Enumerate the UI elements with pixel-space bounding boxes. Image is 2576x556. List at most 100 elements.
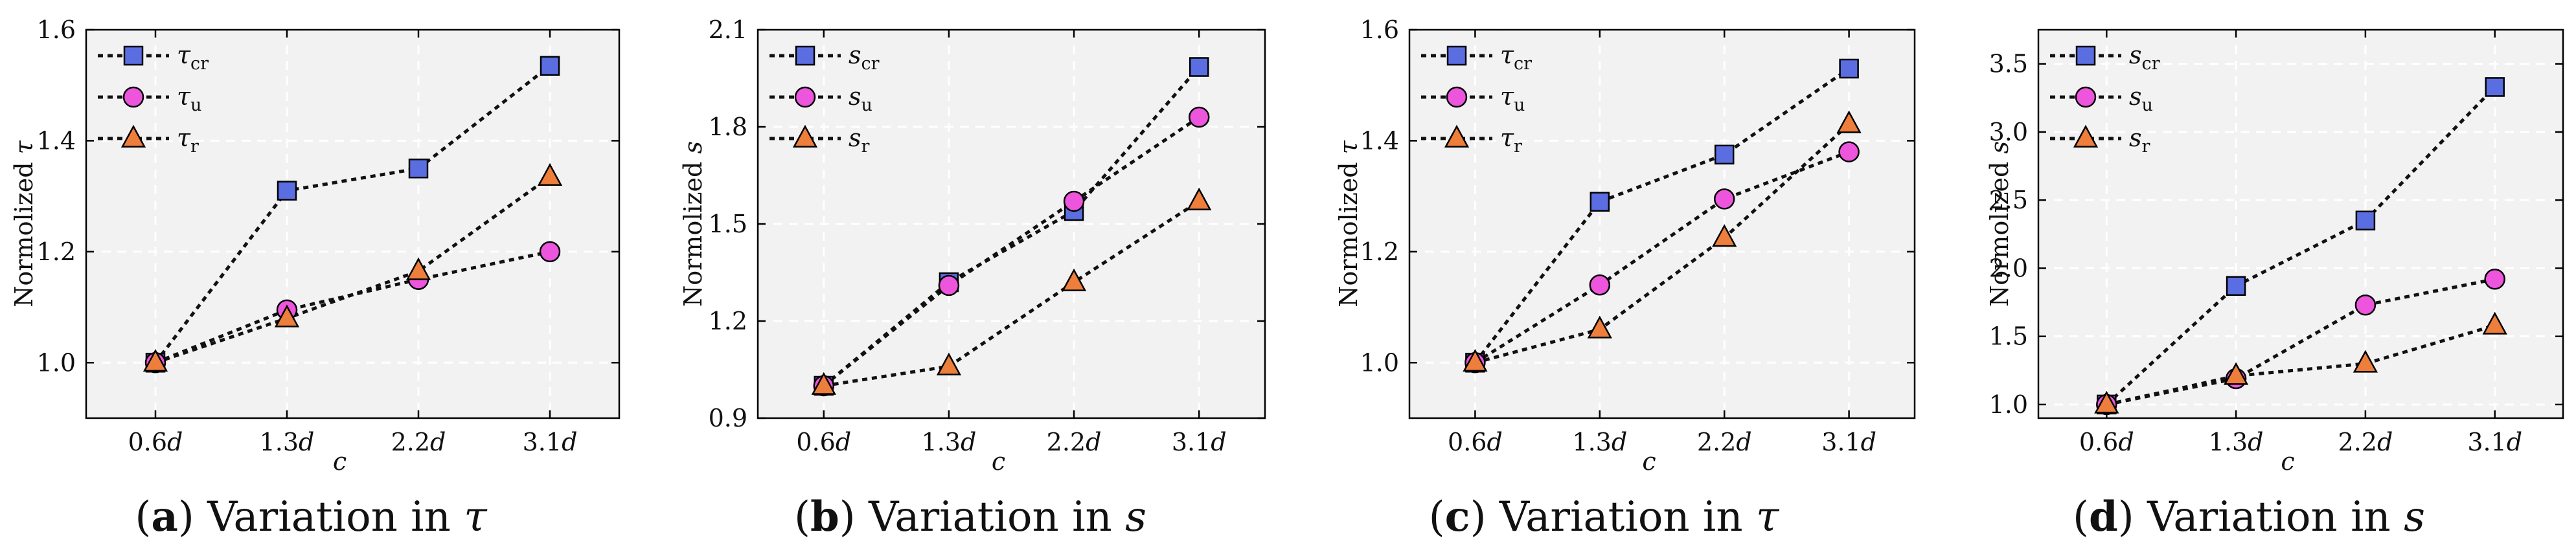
y-axis-label: Normolized τ	[10, 140, 38, 307]
x-tick-label: 2.2d	[1047, 428, 1102, 456]
x-tick-label: 1.3d	[922, 428, 977, 456]
data-point	[936, 352, 962, 375]
series-line	[154, 64, 551, 364]
legend-label: su	[2129, 82, 2153, 115]
x-tick-label: 1.3d	[2209, 428, 2264, 456]
y-axis-label: Normolized s	[679, 141, 707, 307]
data-point	[2482, 311, 2507, 335]
chart-panel-a: 1.0 1.2 1.4 1.6 0.6d 1.3d 2.2d 3.1d c Normolized …	[10, 16, 621, 541]
legend-label: su	[849, 82, 872, 115]
plot-frame	[85, 28, 621, 419]
legend: τcr τu τr	[1421, 41, 1532, 157]
data-point	[2226, 276, 2246, 296]
legend-marker	[1446, 45, 1467, 66]
legend-marker	[795, 45, 815, 66]
legend-marker	[120, 124, 146, 148]
data-point	[277, 181, 297, 201]
legend-label: sr	[849, 124, 870, 157]
data-point	[1463, 349, 1488, 372]
series-r	[155, 175, 551, 364]
data-point	[540, 56, 560, 76]
x-tick-label: 0.6d	[128, 428, 183, 456]
x-tick-label: 0.6d	[1448, 428, 1503, 456]
data-point	[2485, 77, 2505, 97]
y-tick-label: 1.0	[1360, 348, 1399, 377]
legend-marker	[2075, 45, 2096, 66]
series-line	[823, 115, 1200, 387]
series-line	[1474, 67, 1851, 364]
chart-panel-b: 0.9 1.2 1.5 1.8 2.1 0.6d 1.3d 2.2d 3.1d c Normoliz…	[679, 16, 1266, 541]
data-point	[2094, 390, 2119, 414]
legend-label: τr	[1500, 124, 1522, 157]
y-tick-label: 1.0	[1989, 390, 2028, 419]
y-tick-label: 1.2	[1360, 238, 1399, 266]
x-tick-label: 1.3d	[260, 428, 315, 456]
series-line	[2106, 324, 2496, 406]
y-axis-label: Normolized s	[1985, 141, 2014, 307]
y-tick-label: 1.5	[709, 210, 747, 238]
data-point	[2353, 350, 2378, 373]
series-cr	[1474, 67, 1851, 364]
x-tick-label: 2.2d	[2338, 428, 2393, 456]
x-tick-label: 3.1d	[1172, 428, 1227, 456]
series-markers-r	[2094, 311, 2507, 414]
chart-panel-d: 1.0 1.5 2.0 2.5 3.0 3.5 0.6d 1.3d 2.2d 3.1d c Normo…	[1985, 28, 2564, 541]
x-tick-label: 0.6d	[2079, 428, 2134, 456]
data-point	[1587, 315, 1612, 339]
data-point	[1187, 187, 1212, 210]
series-u	[2106, 277, 2496, 406]
series-u	[823, 115, 1200, 387]
legend-label: τr	[177, 124, 199, 157]
data-point	[2223, 362, 2249, 385]
legend: scr su sr	[769, 41, 880, 157]
data-point	[274, 304, 300, 328]
x-axis-label: c	[2281, 447, 2294, 476]
y-tick-label: 1.0	[37, 348, 76, 377]
series-r	[2106, 324, 2496, 406]
caption: (d) Variation in s	[2073, 493, 2425, 541]
y-tick-label: 2.5	[1989, 186, 2028, 214]
legend: τcr τu τr	[98, 41, 209, 157]
x-tick-label: 2.2d	[1697, 428, 1752, 456]
y-tick-label: 1.2	[37, 238, 76, 266]
plot-background	[1409, 30, 1915, 418]
data-point	[405, 257, 431, 280]
data-point	[1836, 110, 1862, 133]
data-point	[1189, 57, 1209, 77]
data-point	[408, 159, 429, 179]
legend-label: scr	[2129, 41, 2160, 74]
data-point	[1188, 106, 1210, 128]
series-markers-r	[142, 162, 563, 372]
series-cr	[2105, 85, 2496, 406]
x-tick-label: 3.1d	[523, 428, 578, 456]
data-point	[1839, 58, 1859, 79]
data-point	[1713, 188, 1735, 210]
data-point	[1590, 192, 1610, 212]
series-r	[1474, 122, 1851, 364]
y-tick-label: 1.4	[37, 126, 76, 155]
y-tick-label: 1.6	[1360, 16, 1399, 44]
x-axis-label: c	[333, 447, 347, 476]
series-markers-r	[1463, 110, 1862, 372]
y-tick-label: 3.0	[1989, 118, 2028, 146]
series-line	[2105, 85, 2496, 406]
legend-marker	[2075, 86, 2097, 108]
legend-label: scr	[849, 41, 880, 74]
y-tick-label: 1.2	[709, 307, 747, 335]
series-line	[155, 175, 551, 364]
x-tick-label: 2.2d	[391, 428, 446, 456]
data-point	[539, 241, 561, 263]
series-line	[823, 199, 1200, 388]
y-tick-label: 2.1	[709, 16, 747, 44]
y-tick-label: 2.0	[1989, 254, 2028, 282]
legend-label: sr	[2129, 124, 2150, 157]
y-tick-label: 1.5	[1989, 322, 2028, 351]
series-cr	[154, 64, 551, 364]
data-point	[938, 274, 960, 296]
data-point	[1589, 274, 1611, 296]
series-line	[1474, 122, 1851, 364]
x-tick-label: 0.6d	[796, 428, 851, 456]
y-tick-label: 0.9	[709, 404, 747, 432]
series-markers-cr	[1465, 58, 1859, 373]
legend-label: τcr	[1500, 41, 1532, 74]
